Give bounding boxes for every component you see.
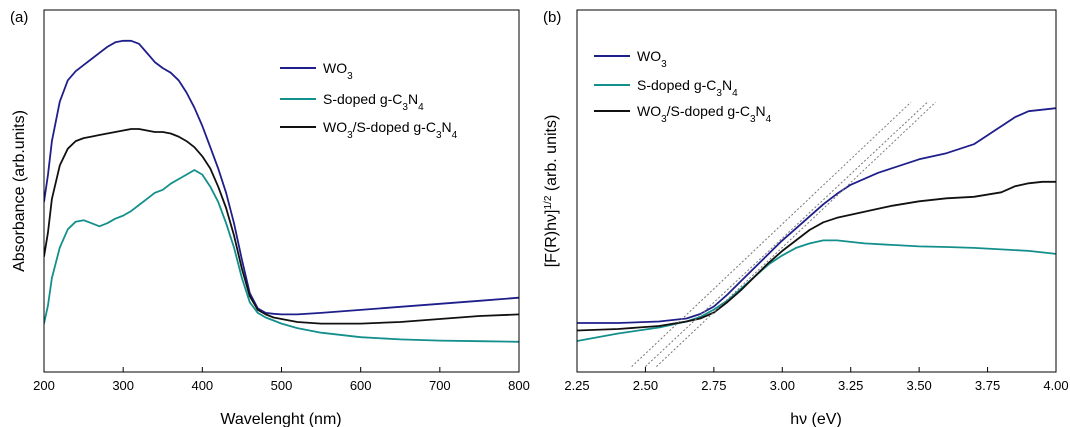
panel-b-ylabel-main: [F(R)hν] — [543, 210, 560, 268]
legend-b-label-1: S-doped g-C3N4 — [637, 77, 738, 99]
panel-a-x-tick-label: 700 — [429, 378, 451, 393]
panel-label-a: (a) — [10, 9, 28, 26]
panel-b-xlabel: hν (eV) — [790, 411, 842, 427]
panel-b-tangent-line — [645, 101, 928, 367]
panel-b-x-tick-label: 2.50 — [633, 378, 658, 393]
panel-b-x-tick-label: 3.50 — [906, 378, 931, 393]
panel-b-frame — [576, 9, 1057, 373]
panel-b-x-ticks: 2.25 2.50 2.75 3.00 3.25 3.50 3.75 4.00 — [564, 367, 1069, 393]
panel-b-tangent-line — [631, 101, 912, 367]
panel-b-x-tick-label: 2.25 — [564, 378, 589, 393]
panel-a-x-tick-label: 200 — [33, 378, 55, 393]
panel-b-ylabel-sup: 1/2 — [543, 195, 554, 209]
legend-b-label-2: WO3/S-doped g-C3N4 — [637, 103, 772, 125]
panel-b-ylabel-suffix: (arb. units) — [543, 115, 560, 196]
panel-b-legend: WO3 S-doped g-C3N4 WO3/S-doped g-C3N4 — [594, 48, 772, 125]
panel-a-series-2 — [44, 128, 519, 325]
panel-b-x-tick-label: 3.00 — [770, 378, 795, 393]
panel-b-series-0 — [577, 107, 1056, 324]
panel-a-lines — [44, 39, 519, 343]
legend-a-label-0: WO3 — [323, 60, 353, 82]
legend-a-label-2: WO3/S-doped g-C3N4 — [323, 119, 458, 141]
panel-b-x-tick-label: 4.00 — [1043, 378, 1068, 393]
panel-a-x-ticks: 200 300 400 500 600 700 800 — [33, 367, 530, 393]
panel-a-x-tick-label: 800 — [508, 378, 530, 393]
panel-a-x-tick-label: 300 — [112, 378, 134, 393]
panel-b-x-tick-label: 3.75 — [975, 378, 1000, 393]
panel-b-tangent-line — [656, 101, 936, 367]
panel-a: (a) 200 300 400 500 600 700 800 Wavelenght (nm… — [10, 9, 530, 427]
panel-a-x-tick-label: 500 — [271, 378, 293, 393]
panel-b-x-tick-label: 3.25 — [838, 378, 863, 393]
panel-b-series-1 — [577, 239, 1056, 342]
panel-a-ylabel: Absorbance (arb.units) — [11, 110, 28, 272]
panel-a-series-0 — [44, 39, 519, 316]
panel-a-x-tick-label: 600 — [350, 378, 372, 393]
panel-b: (b) 2.25 2.50 2.75 3.00 3.25 3.50 3.75 4.00 hν … — [543, 9, 1069, 427]
legend-a-label-1: S-doped g-C3N4 — [323, 91, 424, 113]
panel-b-lines — [577, 101, 1056, 367]
panel-b-x-tick-label: 2.75 — [701, 378, 726, 393]
panel-b-ylabel: [F(R)hν]1/2 (arb. units) — [543, 115, 561, 268]
panel-a-xlabel: Wavelenght (nm) — [220, 411, 341, 427]
panel-a-legend: WO3 S-doped g-C3N4 WO3/S-doped g-C3N4 — [280, 60, 458, 141]
legend-b-label-0: WO3 — [637, 48, 667, 70]
panel-a-series-1 — [44, 169, 519, 343]
panel-b-series-2 — [577, 180, 1056, 332]
panel-a-x-tick-label: 400 — [191, 378, 213, 393]
panel-label-b: (b) — [543, 9, 561, 26]
